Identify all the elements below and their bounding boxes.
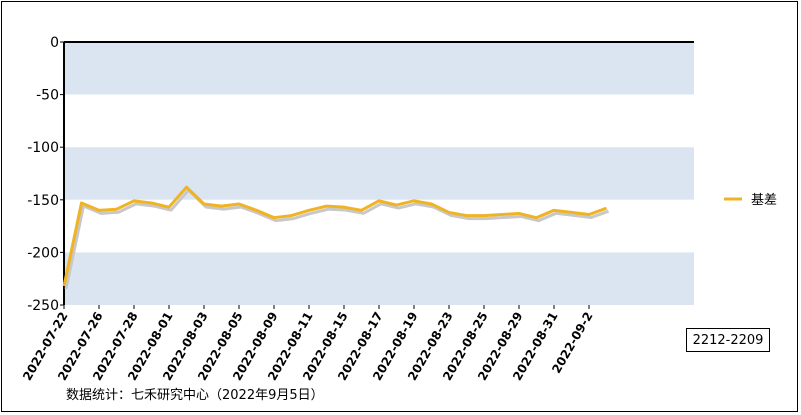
legend-label-basis: 基差 [751, 193, 777, 208]
contract-code-box: 2212-2209 [686, 328, 770, 352]
series-shadow [64, 188, 610, 290]
plot-bands [64, 42, 694, 305]
y-tick-label: -200 [27, 245, 59, 261]
y-tick-label: -150 [27, 193, 59, 209]
y-tick-label: -250 [27, 298, 59, 314]
x-axis-ticks: 2022-07-222022-07-262022-07-282022-08-01… [20, 305, 596, 383]
y-axis-ticks: 0 -50 -100 -150 -200 -250 [27, 35, 64, 314]
y-tick-label: -100 [27, 140, 59, 156]
y-tick-label: 0 [50, 35, 59, 51]
y-tick-label: -50 [36, 88, 59, 104]
series-line-basis [62, 185, 608, 287]
plot-band [64, 252, 694, 305]
chart-axes [63, 41, 694, 305]
plot-band [64, 42, 694, 95]
plot-band [64, 94, 694, 148]
series-layer [62, 185, 610, 290]
source-note: 数据统计：七禾研究中心（2022年9月5日） [66, 388, 324, 403]
plot-band [64, 147, 694, 200]
legend: 基差 [724, 193, 777, 208]
